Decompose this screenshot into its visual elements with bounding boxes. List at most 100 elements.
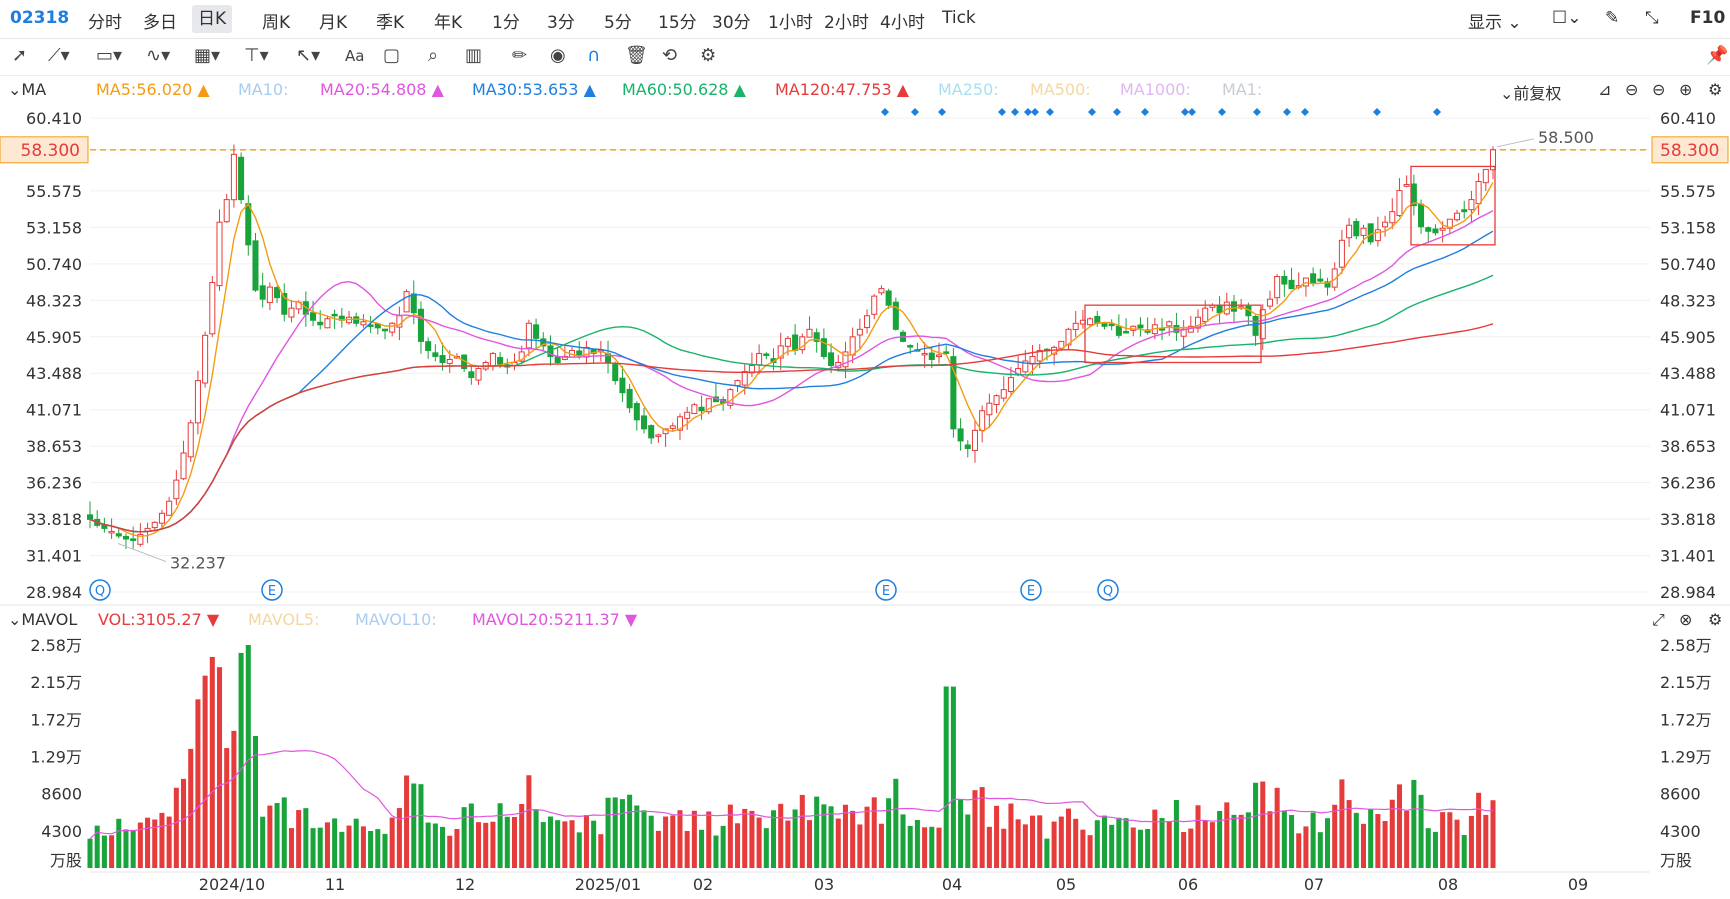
settings-icon-ma[interactable]: ⚙	[1708, 80, 1723, 99]
candle-body	[1166, 321, 1173, 327]
sync-icon[interactable]: ⟲	[662, 45, 678, 66]
tab-2[interactable]: 日K	[192, 5, 233, 33]
chart-type-icon[interactable]: ⊿	[1598, 80, 1612, 99]
tab-14[interactable]: 4小时	[880, 13, 925, 33]
candle-body	[1022, 360, 1029, 373]
candle-body	[533, 324, 540, 339]
volume-bar	[1310, 812, 1316, 868]
volume-bar	[181, 778, 187, 868]
ma-item-3: MA30:53.653 ▲	[472, 80, 596, 99]
tab-12[interactable]: 1小时	[768, 13, 813, 33]
trash-icon[interactable]: 🗑	[625, 45, 648, 66]
candle-body	[403, 291, 410, 313]
volume-bar	[1224, 802, 1230, 868]
event-diamond	[1031, 108, 1039, 116]
volume-bar	[1217, 811, 1223, 868]
rect-icon[interactable]: ▭▾	[96, 45, 123, 66]
candle-body	[741, 371, 748, 386]
close-icon[interactable]: ⊗	[1679, 610, 1693, 629]
volume-bar	[1360, 823, 1367, 868]
vol-collapse[interactable]: ⌄MAVOL	[8, 610, 78, 629]
adjust-menu[interactable]: ⌄前复权	[1500, 84, 1562, 103]
tab-10[interactable]: 15分	[658, 13, 697, 33]
eye-icon[interactable]: ◉	[550, 45, 566, 66]
volume-bar	[828, 806, 834, 868]
candle-body	[1382, 221, 1389, 228]
tab-1[interactable]: 多日	[143, 13, 177, 33]
ma5-line	[89, 182, 1494, 538]
line-icon[interactable]: ⟋▾	[48, 45, 70, 66]
tab-4[interactable]: 月K	[319, 13, 348, 33]
volume-bar	[1303, 826, 1309, 868]
candle-body	[1101, 323, 1108, 327]
search-icon[interactable]: ⌕	[428, 45, 439, 66]
tab-9[interactable]: 5分	[604, 13, 632, 33]
tab-11[interactable]: 30分	[712, 13, 751, 33]
tab-5[interactable]: 季K	[376, 13, 405, 33]
volume-bar	[569, 820, 575, 868]
pin-icon[interactable]: 📌	[1706, 45, 1729, 66]
candle-body	[1072, 322, 1079, 331]
expand-icon[interactable]: ⤢	[1652, 610, 1665, 629]
settings-icon[interactable]: ⚙	[700, 45, 717, 66]
pen-icon[interactable]: ✏	[512, 45, 528, 66]
volume-bar	[519, 804, 525, 868]
tab-8[interactable]: 3分	[547, 13, 575, 33]
f10-button[interactable]: F10	[1690, 8, 1726, 28]
tab-13[interactable]: 2小时	[824, 13, 869, 33]
text-icon[interactable]: Aa	[345, 47, 365, 65]
cursor-icon[interactable]: ➚	[12, 45, 28, 66]
volume-bar	[396, 808, 402, 868]
volume-tick-right: 2.15万	[1660, 673, 1712, 692]
event-circle	[261, 579, 283, 601]
wave-icon[interactable]: ∿▾	[146, 45, 171, 66]
minus-icon[interactable]: ⊖	[1625, 80, 1639, 99]
consolidation-box-1	[1084, 304, 1262, 364]
volume-bar	[936, 827, 942, 868]
tab-7[interactable]: 1分	[492, 13, 520, 33]
magnet-icon[interactable]: ∩	[587, 45, 601, 66]
candle-body	[1374, 229, 1381, 242]
tab-0[interactable]: 分时	[88, 13, 122, 33]
minus-icon-2[interactable]: ⊖	[1652, 80, 1666, 99]
volume-bar	[972, 790, 978, 868]
tab-3[interactable]: 周K	[262, 13, 291, 33]
tab-6[interactable]: 年K	[434, 13, 463, 33]
volume-tick-left: 2.58万	[30, 636, 82, 655]
comment-icon[interactable]: ▢	[383, 45, 401, 66]
brush-icon[interactable]: ✎	[1605, 8, 1620, 28]
ticker-code[interactable]: 02318	[10, 8, 70, 28]
volume-bar	[591, 820, 597, 868]
fullscreen-icon[interactable]: ⤡	[1645, 8, 1659, 28]
candle-body	[137, 533, 144, 545]
tab-15[interactable]: Tick	[942, 8, 976, 28]
ma-collapse[interactable]: ⌄MA	[8, 80, 47, 99]
event-circle	[89, 579, 111, 601]
volume-bar	[1202, 820, 1208, 868]
candle-body	[381, 328, 389, 332]
candle-body	[806, 328, 813, 338]
measure-icon[interactable]: ▦▾	[194, 45, 221, 66]
price-tick-left: 33.818	[26, 510, 82, 529]
candle-body	[561, 355, 568, 360]
display-menu[interactable]: 显示 ⌄	[1468, 8, 1522, 33]
candle-body	[310, 312, 317, 321]
fib-icon[interactable]: ⊤▾	[244, 45, 269, 66]
price-tick-right: 28.984	[1660, 583, 1716, 602]
candle-body	[1439, 227, 1446, 231]
layout-square-icon[interactable]: ☐⌄	[1552, 8, 1582, 28]
volume-bar	[1137, 829, 1143, 868]
volume-bar	[260, 816, 266, 868]
plus-icon[interactable]: ⊕	[1679, 80, 1693, 99]
arrow-icon[interactable]: ↖▾	[296, 45, 321, 66]
candle-body	[1475, 180, 1482, 205]
settings-icon-vol[interactable]: ⚙	[1708, 610, 1723, 629]
indicator-icon[interactable]: ▥	[465, 45, 483, 66]
volume-bar	[195, 699, 201, 868]
event-diamond	[1181, 108, 1189, 116]
ma-item-2: MA20:54.808 ▲	[320, 80, 444, 99]
volume-bar	[296, 810, 302, 868]
vol-item-0: VOL:3105.27 ▼	[98, 610, 220, 629]
candle-body	[820, 338, 827, 357]
